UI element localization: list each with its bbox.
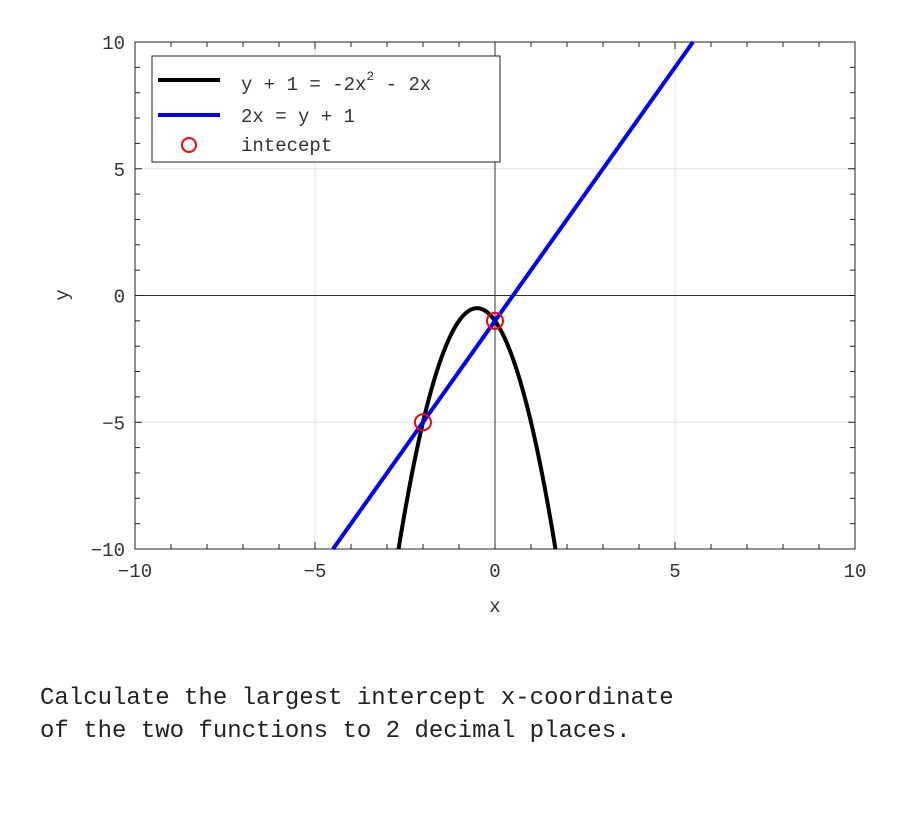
tick-labels: −10 −5 0 5 10 −10 −5 0 5 10 xyxy=(91,33,867,583)
legend-label-parabola: y + 1 = -2x2 - 2x xyxy=(241,69,431,96)
legend-label-line: 2x = y + 1 xyxy=(241,106,355,128)
legend: y + 1 = -2x2 - 2x 2x = y + 1 intecept xyxy=(151,55,501,163)
plot-area xyxy=(331,40,695,551)
chart: −10 −5 0 5 10 −10 −5 0 5 10 x y y + 1 = -2x2 - 2x… xyxy=(52,33,867,618)
x-tick-label: −10 xyxy=(118,561,152,583)
y-tick-label: 10 xyxy=(102,33,125,55)
intercept-marker xyxy=(486,311,504,330)
x-axis-label: x xyxy=(489,596,500,618)
x-tick-label: 10 xyxy=(844,561,867,583)
x-tick-label: 5 xyxy=(669,561,680,583)
y-tick-label: 0 xyxy=(114,287,125,309)
intercept-marker xyxy=(414,413,432,432)
x-tick-label: −5 xyxy=(304,561,327,583)
legend-swatch-intercept xyxy=(181,137,197,153)
y-axis-label: y xyxy=(52,289,74,300)
x-tick-label: 0 xyxy=(489,561,500,583)
line-series xyxy=(331,40,695,551)
y-tick-label: 5 xyxy=(114,160,125,182)
legend-label-intercept: intecept xyxy=(241,135,332,157)
legend-box xyxy=(151,55,501,163)
y-tick-label: −10 xyxy=(91,540,125,562)
y-tick-label: −5 xyxy=(102,413,125,435)
question-text: Calculate the largest intercept x-coordi… xyxy=(40,685,674,745)
